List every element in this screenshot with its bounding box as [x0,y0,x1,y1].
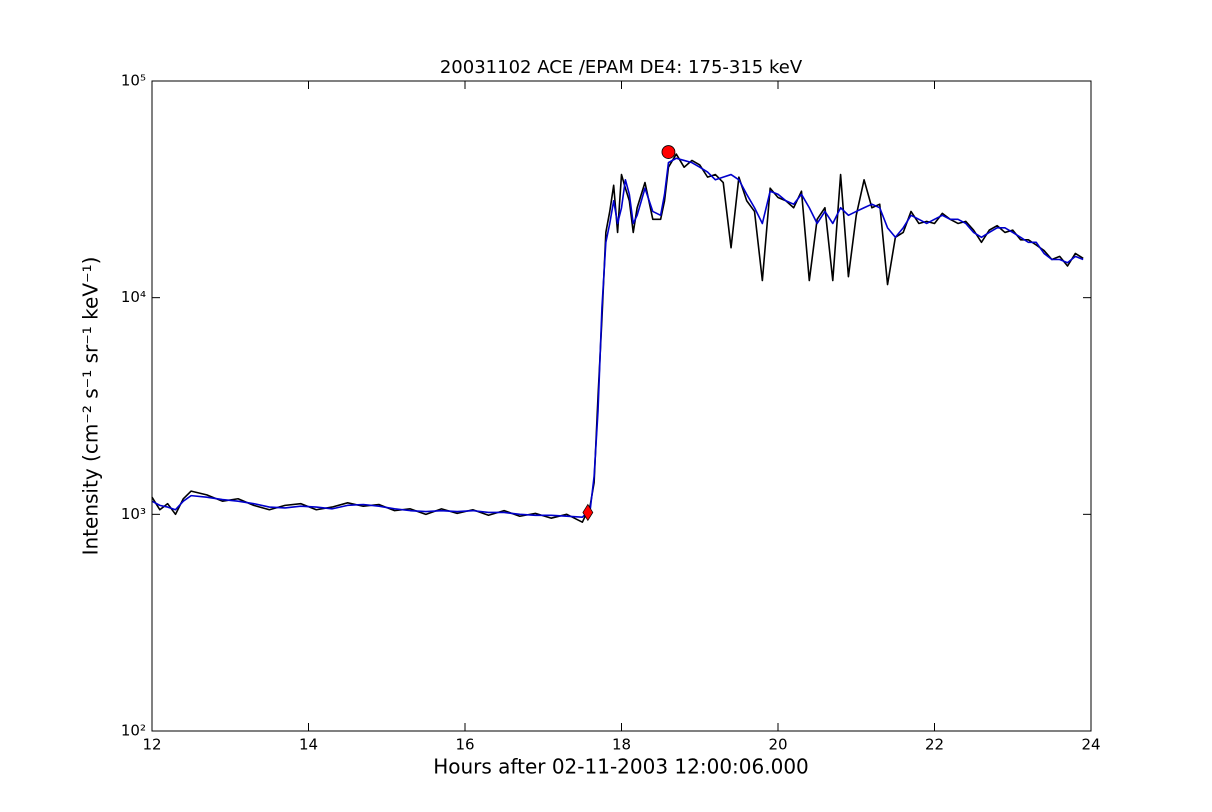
x-tick-label: 12 [142,736,161,754]
x-tick-label: 22 [925,736,944,754]
x-tick-label: 14 [299,736,318,754]
data-line [151,157,1084,518]
marker-diamond [582,503,594,522]
y-tick-label: 10² [121,722,146,740]
x-tick-label: 18 [612,736,631,754]
data-line [151,153,1084,523]
plot-frame [151,80,1092,732]
x-tick-label: 20 [768,736,787,754]
marker-circle [661,145,676,159]
x-tick-label: 24 [1081,736,1100,754]
chart-title: 20031102 ACE /EPAM DE4: 175-315 keV [440,57,803,78]
y-tick-label: 10⁴ [121,288,146,306]
x-axis-label: Hours after 02-11-2003 12:00:06.000 [433,755,809,779]
y-tick-label: 10³ [121,505,146,523]
y-axis-label: Intensity (cm⁻² s⁻¹ sr⁻¹ keV⁻¹) [79,257,103,556]
x-tick-label: 16 [455,736,474,754]
y-tick-label: 10⁵ [121,72,146,90]
